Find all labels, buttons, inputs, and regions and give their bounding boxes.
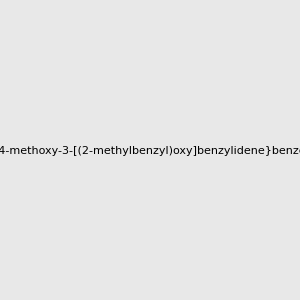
Text: 2,4-dimethoxy-N'-{4-methoxy-3-[(2-methylbenzyl)oxy]benzylidene}benzenesulfonohyd: 2,4-dimethoxy-N'-{4-methoxy-3-[(2-methyl…	[0, 146, 300, 157]
